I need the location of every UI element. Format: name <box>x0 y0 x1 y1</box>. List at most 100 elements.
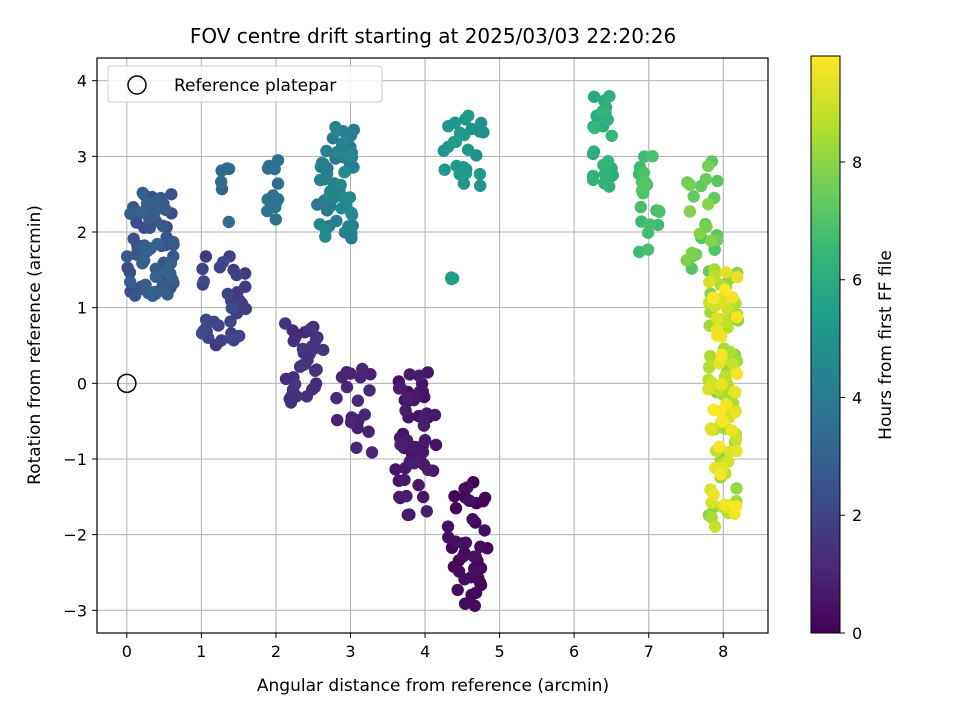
data-point <box>300 390 313 403</box>
data-point <box>330 214 343 228</box>
data-point <box>708 520 722 533</box>
data-point <box>731 271 744 284</box>
data-point <box>324 185 337 198</box>
data-point <box>363 384 376 397</box>
data-point <box>728 406 742 419</box>
data-point <box>230 268 243 282</box>
data-point <box>120 250 134 263</box>
data-point <box>653 205 666 218</box>
data-point <box>197 275 210 288</box>
data-point <box>601 155 615 168</box>
data-point <box>458 128 471 142</box>
colorbar-tick-label: 2 <box>852 506 862 525</box>
data-point <box>304 322 318 335</box>
data-point <box>426 464 440 477</box>
data-point <box>420 505 433 518</box>
y-tick-label: 3 <box>77 147 87 166</box>
colorbar-tick-label: 0 <box>852 624 862 643</box>
data-point <box>389 463 402 476</box>
data-point <box>135 206 148 219</box>
data-point <box>461 143 475 156</box>
plot-border <box>96 57 769 634</box>
data-point <box>165 188 178 201</box>
data-point <box>347 161 360 174</box>
colorbar-tick-label: 4 <box>852 388 862 407</box>
data-point <box>345 208 359 222</box>
data-point <box>271 177 285 190</box>
data-point <box>123 266 137 279</box>
data-point <box>643 218 656 231</box>
colorbar-tick-label: 6 <box>852 271 862 290</box>
data-point <box>392 382 406 395</box>
data-point <box>148 206 161 219</box>
data-point <box>718 498 731 511</box>
data-point <box>466 513 479 526</box>
scatter-points <box>120 90 745 612</box>
data-point <box>474 179 487 192</box>
data-point <box>124 275 137 289</box>
data-point <box>588 121 601 135</box>
data-point <box>449 502 463 515</box>
data-point <box>461 481 474 494</box>
data-point <box>458 597 472 610</box>
data-point <box>412 369 426 382</box>
data-point <box>309 364 322 377</box>
data-point <box>400 489 413 503</box>
x-tick-label: 7 <box>644 642 654 661</box>
data-point <box>199 250 213 263</box>
data-point <box>233 329 246 343</box>
data-point <box>448 116 462 129</box>
data-point <box>269 200 282 214</box>
data-point <box>401 391 414 405</box>
data-point <box>199 313 213 326</box>
data-point <box>167 235 180 249</box>
y-axis-label: Rotation from reference (arcmin) <box>25 205 45 485</box>
data-point <box>127 232 140 245</box>
chart-title: FOV centre drift starting at 2025/03/03 … <box>190 24 676 48</box>
data-point <box>445 272 458 286</box>
data-point <box>215 334 228 347</box>
data-point <box>399 404 412 417</box>
data-point <box>429 438 443 452</box>
data-point <box>159 203 172 216</box>
data-point <box>703 275 716 289</box>
legend-entry-label: Reference platepar <box>174 76 336 96</box>
data-point <box>313 218 326 231</box>
legend-marker-open-circle <box>127 75 147 95</box>
colorbar-label: Hours from first FF file <box>876 250 896 440</box>
data-point <box>450 159 463 173</box>
y-tick-label: 0 <box>77 374 87 393</box>
data-point <box>707 488 720 501</box>
data-point <box>225 301 238 315</box>
data-point <box>330 391 343 405</box>
data-point <box>338 166 351 179</box>
data-point <box>337 191 350 204</box>
data-point <box>403 368 416 381</box>
data-point <box>713 440 726 453</box>
y-tick-label: −2 <box>63 526 87 545</box>
data-point <box>222 215 235 229</box>
data-point <box>335 202 348 215</box>
data-point <box>236 299 249 312</box>
data-point <box>215 164 228 177</box>
data-point <box>730 482 743 495</box>
data-point <box>456 550 470 563</box>
data-point <box>478 524 491 537</box>
data-point <box>343 149 357 162</box>
data-point <box>279 372 293 386</box>
data-point <box>344 416 358 429</box>
x-tick-label: 5 <box>495 642 505 661</box>
data-point <box>139 278 152 291</box>
data-point <box>702 159 715 173</box>
data-point <box>156 219 169 232</box>
data-point <box>308 381 321 394</box>
data-point <box>340 366 353 379</box>
colorbar-tick-label: 8 <box>852 153 862 172</box>
data-point <box>719 266 733 279</box>
y-axis-ticks: −3 −2 −1 0 1 2 3 4 <box>63 72 97 620</box>
data-point <box>693 227 706 240</box>
y-tick-label: 4 <box>77 72 87 91</box>
data-point <box>398 473 411 487</box>
data-point <box>261 193 274 206</box>
data-point <box>128 289 142 302</box>
